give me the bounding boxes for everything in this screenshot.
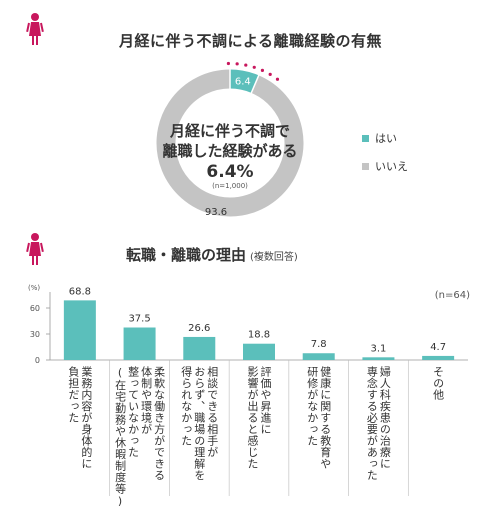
category-label-line: 評価や昇進に (259, 366, 272, 435)
donut-slice-no (156, 69, 304, 217)
bar-value-label: 3.1 (370, 343, 386, 354)
bar-2 (123, 327, 156, 360)
donut-sample-note: (n=1,000) (212, 182, 248, 190)
highlight-dot (275, 77, 280, 81)
category-label: 業務内容が身体的に 負担だった (67, 366, 93, 506)
highlight-dot (268, 72, 272, 77)
legend-swatch-yes (362, 134, 369, 142)
y-tick-label: 0 (35, 356, 40, 365)
woman-figure-icon (26, 232, 44, 266)
category-label-line: 影響が出ると感じた (246, 366, 259, 470)
donut-chart: 6.4 93.6 (156, 61, 304, 218)
highlight-dot (260, 68, 265, 73)
highlight-dot (235, 62, 239, 66)
category-label: 評価や昇進に 影響が出ると感じた (246, 366, 272, 506)
category-label: 相談できる相手が おらず、職場の理解を 得られなかった (180, 366, 219, 506)
bar-value-label: 37.5 (128, 314, 150, 325)
bar-chart: (%) (n=64) 60 30 0 68.8 37.5 26.6 18.8 7.8 3.1 4.7 (28, 284, 470, 496)
bar-value-label: 7.8 (311, 339, 327, 350)
category-label-line: 整っていなかった (126, 366, 140, 458)
category-label-line: 研修がなかった (305, 366, 319, 447)
bar-chart-subtitle: (複数回答) (250, 252, 298, 263)
category-label: その他 (432, 366, 445, 506)
category-label: 柔軟な働き方ができる 体制や環境が 整っていなかった (在宅勤務や休暇制度等) (113, 366, 166, 508)
bar-value-label: 26.6 (188, 323, 210, 334)
bar-value-label: 18.8 (248, 330, 270, 341)
bar-1 (63, 300, 96, 360)
category-label-line: 業務内容が身体的に (79, 366, 93, 470)
category-label-line: 体制や環境が (139, 366, 153, 435)
y-tick-label: 30 (30, 330, 40, 339)
bar-5 (302, 353, 335, 360)
y-unit-label: (%) (28, 284, 40, 292)
bar-3 (183, 336, 216, 360)
donut-center-line-2: 離職した経験がある (162, 142, 298, 160)
category-label-line: おらず、職場の理解を (192, 366, 206, 481)
donut-center-value: 6.4% (206, 162, 254, 182)
highlight-dot (252, 65, 256, 69)
y-tick-label: 60 (30, 304, 40, 313)
category-label-line: 負担だった (66, 366, 80, 424)
category-label: 婦人科疾患の治療に 専念する必要があった (365, 366, 391, 506)
bar-7 (422, 355, 455, 360)
category-label-line: 健康に関する教育や (318, 366, 332, 470)
category-label-line: 柔軟な働き方ができる (152, 366, 166, 481)
category-label-line: 得られなかった (179, 366, 193, 447)
legend-item-yes: はい (362, 130, 397, 146)
highlight-dot (226, 61, 231, 66)
woman-figure-icon (26, 12, 44, 46)
donut-center-text: 月経に伴う不調で 離職した経験がある (130, 121, 330, 161)
donut-value-label-yes: 6.4 (235, 76, 251, 87)
legend-label-no: いいえ (375, 160, 408, 173)
legend-label-yes: はい (375, 132, 397, 145)
bar-sample-note: (n=64) (435, 290, 470, 301)
bar-value-label: 68.8 (69, 286, 91, 297)
bar-chart-title: 転職・離職の理由 (複数回答) (126, 244, 298, 265)
bar-value-label: 4.7 (430, 342, 446, 353)
category-label-line: 相談できる相手が (205, 366, 219, 458)
legend-item-no: いいえ (362, 158, 408, 174)
category-label-line: その他 (431, 366, 445, 401)
donut-value-label-no: 93.6 (205, 207, 227, 218)
category-label-line: (在宅勤務や休暇制度等) (113, 366, 127, 508)
bar-chart-title-text: 転職・離職の理由 (126, 246, 247, 264)
donut-chart-title: 月経に伴う不調による離職経験の有無 (118, 32, 383, 50)
bar-4 (243, 343, 275, 360)
category-label: 健康に関する教育や 研修がなかった (306, 366, 332, 506)
highlight-dot (244, 63, 248, 67)
donut-separator (250, 74, 260, 95)
legend-swatch-no (362, 162, 369, 170)
category-label-line: 婦人科疾患の治療に (378, 366, 392, 470)
donut-center-line-1: 月経に伴う不調で (169, 122, 290, 140)
category-label-line: 専念する必要があった (365, 366, 379, 481)
bar-6 (362, 357, 395, 360)
